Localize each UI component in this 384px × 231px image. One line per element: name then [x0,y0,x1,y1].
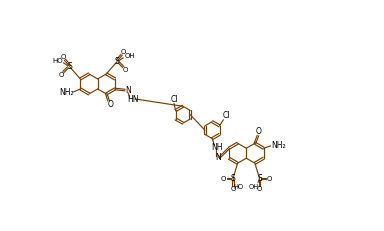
Text: NH₂: NH₂ [59,88,74,97]
Text: Cl: Cl [223,111,230,120]
Text: HO: HO [52,58,63,64]
Text: OH: OH [249,184,259,190]
Text: S: S [231,174,235,183]
Text: O: O [121,49,126,55]
Text: O: O [220,176,226,182]
Text: N: N [125,86,131,95]
Text: S: S [257,174,262,183]
Text: N: N [215,153,221,162]
Text: HO: HO [234,184,244,190]
Text: O: O [257,186,262,192]
Text: O: O [230,186,236,192]
Text: HN: HN [127,95,139,104]
Text: O: O [123,67,128,73]
Text: Cl: Cl [170,95,178,104]
Text: S: S [115,57,119,66]
Text: S: S [67,62,72,71]
Text: O: O [58,72,64,78]
Text: OH: OH [125,53,136,59]
Text: O: O [61,54,66,60]
Text: O: O [107,100,113,109]
Text: NH₂: NH₂ [272,141,286,150]
Text: O: O [256,127,262,136]
Text: O: O [267,176,272,182]
Text: NH: NH [211,143,223,152]
